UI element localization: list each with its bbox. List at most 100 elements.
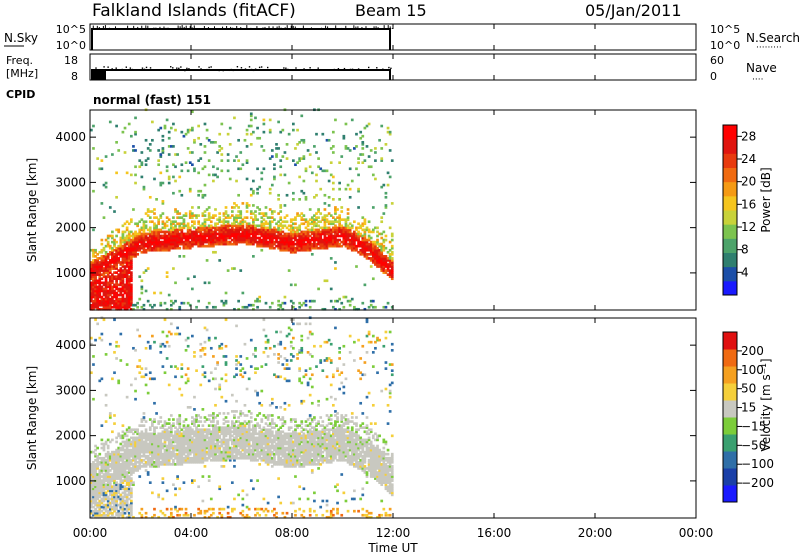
power-cell	[144, 138, 148, 142]
freq-dot	[172, 67, 174, 69]
velocity-cell	[121, 469, 125, 472]
velocity-cell	[125, 471, 129, 474]
velocity-cell	[121, 444, 125, 448]
power-cell	[296, 246, 299, 250]
power-cell	[153, 303, 156, 307]
power-cell	[115, 246, 118, 250]
power-cell	[90, 305, 93, 309]
velocity-cell	[151, 491, 154, 495]
power-cell	[252, 238, 255, 242]
power-cell	[144, 269, 148, 272]
power-cell	[268, 238, 272, 242]
velocity-cell	[184, 450, 188, 454]
velocity-cell	[106, 515, 110, 519]
velocity-cell	[180, 507, 184, 511]
velocity-cell	[247, 436, 251, 440]
power-cell	[300, 222, 304, 226]
velocity-cell	[113, 471, 116, 474]
power-cell	[226, 224, 230, 228]
power-cell	[184, 212, 188, 215]
power-cell	[207, 242, 211, 246]
power-cell	[119, 307, 123, 311]
power-cell	[331, 240, 335, 244]
velocity-cell	[193, 434, 196, 438]
power-cell	[222, 242, 226, 246]
power-cell	[317, 232, 320, 236]
power-cell	[216, 151, 219, 154]
power-cell	[96, 279, 100, 283]
power-cell	[386, 250, 390, 254]
velocity-cell	[247, 454, 251, 458]
power-cell	[165, 242, 169, 246]
velocity-cell	[239, 444, 243, 448]
velocity-cell	[161, 460, 165, 464]
velocity-cell	[197, 434, 201, 438]
power-cell	[159, 126, 163, 130]
power-cell	[203, 165, 207, 169]
velocity-cell	[237, 448, 240, 452]
power-cell	[256, 232, 259, 236]
power-cell	[374, 242, 377, 246]
power-cell	[355, 244, 358, 248]
power-cell	[245, 230, 249, 234]
power-cell	[258, 244, 262, 248]
velocity-cell	[247, 420, 251, 423]
velocity-cell	[184, 432, 188, 436]
velocity-cell	[245, 493, 249, 497]
power-cell	[134, 165, 137, 169]
velocity-cell	[169, 446, 173, 450]
velocity-cell	[159, 454, 163, 458]
velocity-cell	[155, 448, 158, 452]
power-cell	[268, 130, 272, 134]
velocity-cell	[230, 422, 234, 425]
velocity-cell	[121, 463, 125, 466]
velocity-cell	[203, 428, 207, 432]
power-cell	[306, 232, 310, 236]
power-cell	[178, 238, 182, 242]
power-cell	[212, 179, 215, 183]
velocity-cell	[146, 454, 150, 458]
power-cell	[188, 214, 192, 217]
power-cell	[176, 210, 179, 213]
power-cell	[260, 216, 264, 219]
power-cell	[344, 145, 348, 148]
power-cell	[182, 226, 186, 230]
velocity-cell	[129, 448, 133, 452]
velocity-cell	[254, 458, 257, 462]
power-cell	[313, 222, 316, 226]
velocity-cell	[127, 479, 131, 482]
power-cell	[243, 220, 247, 224]
velocity-cell	[125, 448, 129, 452]
velocity-cell	[218, 485, 222, 489]
velocity-cell	[98, 481, 102, 484]
velocity-cell	[92, 483, 95, 487]
power-cell	[153, 234, 156, 238]
velocity-cell	[90, 477, 93, 480]
power-cell	[123, 265, 127, 268]
velocity-cell	[92, 509, 95, 513]
power-cell	[260, 226, 264, 230]
velocity-cell	[256, 450, 259, 454]
nsky-trace	[91, 28, 391, 50]
colorbar-frame	[722, 124, 738, 296]
power-cell	[119, 252, 123, 256]
power-cell	[275, 222, 278, 226]
velocity-cell	[186, 434, 190, 438]
power-cell	[374, 252, 377, 256]
velocity-cell	[182, 434, 186, 438]
velocity-cell	[245, 450, 249, 454]
velocity-cell	[239, 450, 243, 454]
power-cell	[203, 145, 207, 148]
velocity-cell	[127, 428, 131, 432]
power-cell	[380, 232, 384, 236]
power-cell	[104, 285, 108, 289]
power-cell	[195, 305, 198, 309]
power-cell	[233, 238, 236, 242]
velocity-cell	[207, 418, 211, 421]
power-cell	[142, 185, 146, 189]
velocity-cell	[214, 367, 217, 370]
power-cell	[374, 257, 377, 260]
velocity-cell	[197, 428, 201, 432]
power-cell	[285, 234, 289, 238]
freq-tick-top: 18	[64, 54, 78, 67]
